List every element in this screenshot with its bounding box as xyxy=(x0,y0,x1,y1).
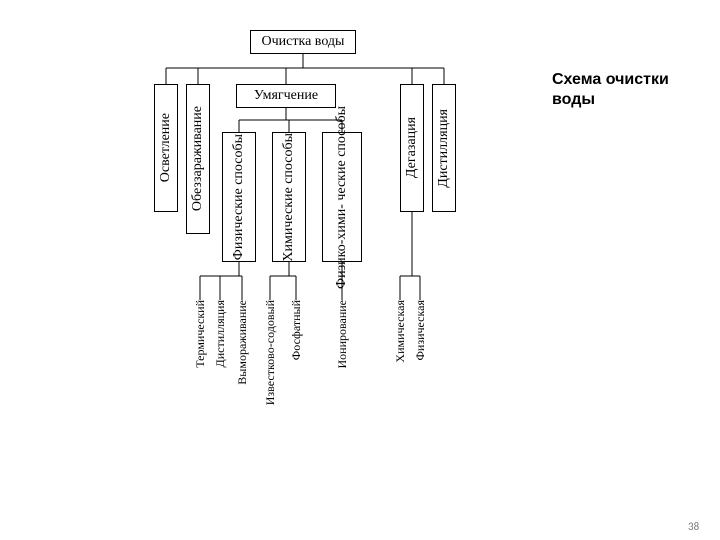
node-physical-methods-label: Физические способы xyxy=(230,130,248,264)
node-physicochemical-methods: Физико-хими- ческие способы xyxy=(322,132,362,262)
node-clarification-label: Осветление xyxy=(157,109,175,186)
node-distillation-label: Дистилляция xyxy=(435,105,453,192)
leaf-distillation: Дистилляция xyxy=(214,300,227,367)
node-root-label: Очистка воды xyxy=(256,32,351,52)
node-physical-methods: Физические способы xyxy=(222,132,256,262)
leaf-freezing: Вымораживание xyxy=(236,300,249,385)
diagram-caption: Схема очистки воды xyxy=(552,70,669,110)
node-disinfection: Обеззараживание xyxy=(186,84,210,234)
node-degassing: Дегазация xyxy=(400,84,424,212)
leaf-lime-soda: Известково-содовый xyxy=(264,300,277,405)
leaf-phosphate: Фосфатный xyxy=(290,300,303,360)
node-softening: Умягчение xyxy=(236,84,336,108)
leaf-degassing-chemical: Химическая xyxy=(394,300,407,363)
node-physicochemical-methods-label: Физико-хими- ческие способы xyxy=(333,102,351,293)
node-clarification: Осветление xyxy=(154,84,178,212)
node-distillation: Дистилляция xyxy=(432,84,456,212)
node-chemical-methods: Химические способы xyxy=(272,132,306,262)
node-softening-label: Умягчение xyxy=(248,86,324,106)
node-degassing-label: Дегазация xyxy=(403,113,421,182)
leaf-degassing-physical: Физическая xyxy=(414,300,427,361)
leaf-ion-exchange: Ионирование xyxy=(336,300,349,369)
node-root: Очистка воды xyxy=(250,30,356,54)
page-number: 38 xyxy=(688,520,699,533)
leaf-thermal: Термический xyxy=(194,300,207,368)
node-chemical-methods-label: Химические способы xyxy=(280,129,298,266)
node-disinfection-label: Обеззараживание xyxy=(189,102,207,215)
